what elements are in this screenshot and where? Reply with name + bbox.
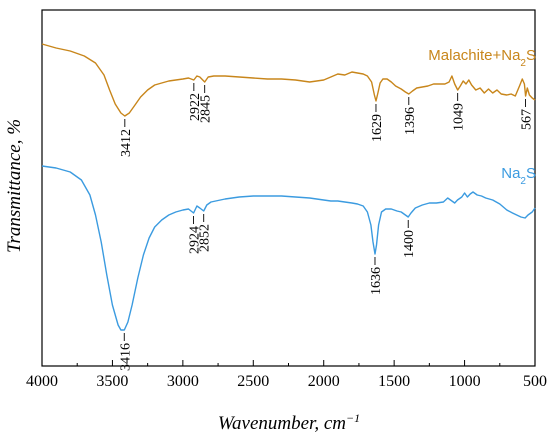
peak-label: 2845 xyxy=(199,95,214,123)
x-tick-label: 500 xyxy=(523,373,547,390)
x-axis-title: Wavenumber, cm−1 xyxy=(218,411,360,434)
x-tick-label: 3000 xyxy=(167,373,199,390)
peak-label: 3416 xyxy=(118,343,133,371)
peak-label: 1400 xyxy=(402,230,417,258)
peak-label: 1396 xyxy=(403,107,418,135)
peak-label: 1636 xyxy=(369,267,384,295)
peak-label: 1049 xyxy=(452,103,467,131)
peak-label: 2852 xyxy=(198,224,213,252)
peak-label: 567 xyxy=(520,109,535,130)
x-tick-label: 3500 xyxy=(96,373,128,390)
x-axis-ticks: 4000 3500 3000 2500 2000 1500 1000 500 xyxy=(26,360,547,390)
series-label-malachite: Malachite+Na2S xyxy=(428,47,536,69)
peak-label: 2924 xyxy=(188,226,203,254)
x-tick-label: 2000 xyxy=(308,373,340,390)
peak-label: 1629 xyxy=(370,114,385,142)
series-line-0 xyxy=(41,43,536,117)
x-tick-label: 1500 xyxy=(378,373,410,390)
series-label-na2s: Na2S xyxy=(501,165,536,187)
y-axis-title: Transmittance, % xyxy=(4,119,25,253)
x-tick-label: 4000 xyxy=(26,373,58,390)
series-layer xyxy=(41,43,536,331)
peak-label: 3412 xyxy=(119,129,134,157)
peak-label: 2922 xyxy=(188,93,203,121)
series-line-1 xyxy=(41,165,536,331)
x-tick-label: 1000 xyxy=(449,373,481,390)
x-tick-label: 2500 xyxy=(237,373,269,390)
